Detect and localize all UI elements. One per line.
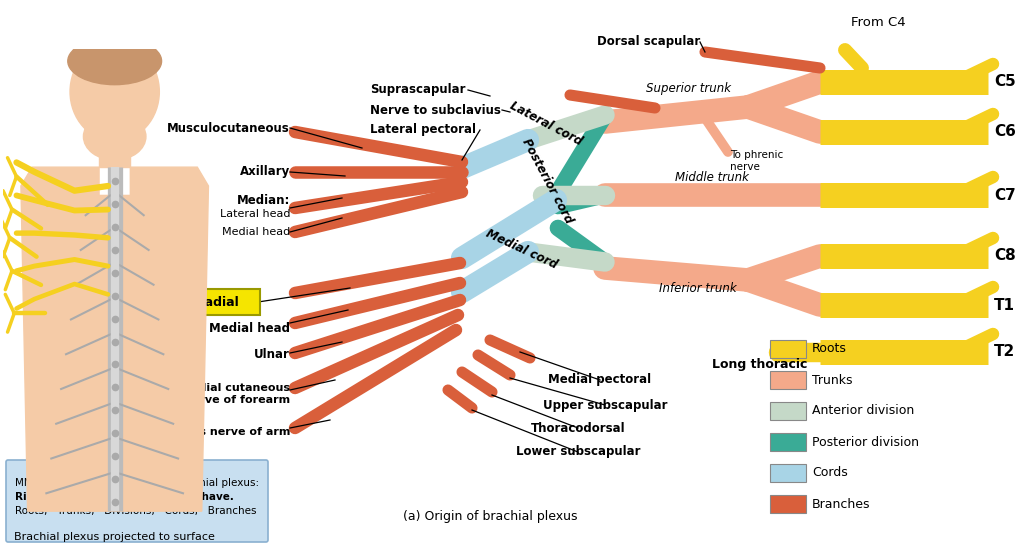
Text: Axillary: Axillary <box>240 165 290 179</box>
Text: T2: T2 <box>994 345 1015 359</box>
Text: Cords: Cords <box>812 466 848 480</box>
Text: From C4: From C4 <box>851 16 905 29</box>
Text: Trunks: Trunks <box>812 374 853 386</box>
Ellipse shape <box>68 37 162 85</box>
Text: Lateral cord: Lateral cord <box>508 99 585 148</box>
Text: T1: T1 <box>994 298 1015 312</box>
Text: nerve of forearm: nerve of forearm <box>184 395 290 405</box>
Text: Nerve to subclavius: Nerve to subclavius <box>370 104 501 117</box>
Text: Medial cord: Medial cord <box>484 226 560 271</box>
Text: C5: C5 <box>994 75 1016 89</box>
Ellipse shape <box>70 42 160 141</box>
Text: Medial cutaneous nerve of arm: Medial cutaneous nerve of arm <box>95 427 290 437</box>
Text: Risk Takers Don’t Cautiously Behave.: Risk Takers Don’t Cautiously Behave. <box>15 492 233 502</box>
Text: Posterior cord: Posterior cord <box>519 136 574 226</box>
Text: MNEMONIC for subunits of the brachial plexus:: MNEMONIC for subunits of the brachial pl… <box>15 478 259 488</box>
Text: Dorsal scapular: Dorsal scapular <box>597 36 700 49</box>
Text: C7: C7 <box>994 187 1016 203</box>
Polygon shape <box>20 167 209 511</box>
Text: Medial head: Medial head <box>222 227 290 237</box>
Polygon shape <box>99 134 130 167</box>
Text: Radial: Radial <box>197 295 240 309</box>
Ellipse shape <box>83 113 146 160</box>
Text: Medial cutaneous: Medial cutaneous <box>180 383 290 393</box>
Text: C8: C8 <box>994 248 1016 264</box>
Text: Posterior division: Posterior division <box>812 436 919 448</box>
FancyBboxPatch shape <box>6 460 268 542</box>
Text: Upper subscapular: Upper subscapular <box>543 398 668 412</box>
Text: Brachial plexus projected to surface: Brachial plexus projected to surface <box>14 533 215 543</box>
Text: Musculocutaneous: Musculocutaneous <box>167 122 290 134</box>
Text: Ulnar: Ulnar <box>254 349 290 362</box>
Text: Branches: Branches <box>812 498 870 511</box>
Text: Long thoracic: Long thoracic <box>713 358 808 371</box>
Text: C6: C6 <box>994 124 1016 140</box>
Text: Medial head: Medial head <box>209 322 290 334</box>
Text: Roots: Roots <box>812 342 847 356</box>
FancyBboxPatch shape <box>770 340 806 358</box>
Text: Middle trunk: Middle trunk <box>675 171 749 184</box>
Text: (a) Origin of brachial plexus: (a) Origin of brachial plexus <box>402 510 578 523</box>
Text: Medial pectoral: Medial pectoral <box>549 374 651 386</box>
Text: To phrenic
nerve: To phrenic nerve <box>730 150 783 172</box>
FancyBboxPatch shape <box>770 402 806 420</box>
FancyBboxPatch shape <box>176 289 260 315</box>
Text: Superior trunk: Superior trunk <box>645 82 730 95</box>
Text: Roots,   Trunks,   Divisions,   Cords,   Branches: Roots, Trunks, Divisions, Cords, Branche… <box>15 506 256 516</box>
FancyBboxPatch shape <box>770 464 806 482</box>
FancyBboxPatch shape <box>770 433 806 451</box>
Text: Inferior trunk: Inferior trunk <box>659 282 737 295</box>
FancyBboxPatch shape <box>770 495 806 513</box>
Text: Lower subscapular: Lower subscapular <box>516 446 640 459</box>
Text: Median:: Median: <box>237 193 290 207</box>
Text: Anterior division: Anterior division <box>812 404 914 418</box>
Text: Suprascapular: Suprascapular <box>370 83 466 96</box>
Text: Thoracodorsal: Thoracodorsal <box>530 421 626 435</box>
FancyBboxPatch shape <box>770 371 806 389</box>
Text: Lateral head: Lateral head <box>219 209 290 219</box>
Text: Lateral pectoral: Lateral pectoral <box>370 123 476 136</box>
